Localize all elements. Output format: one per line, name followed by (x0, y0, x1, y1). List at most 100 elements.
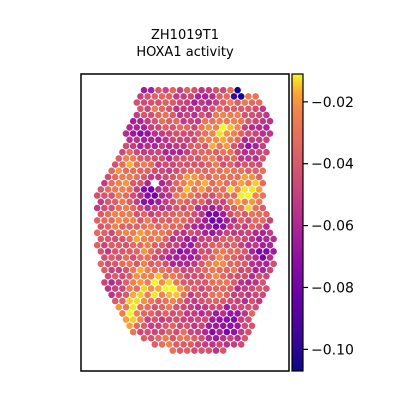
tissue-spot (238, 205, 245, 212)
tissue-spot (227, 87, 234, 94)
tissue-spot (256, 285, 263, 292)
tissue-spot (263, 223, 270, 230)
tissue-spot (112, 186, 119, 193)
tissue-spot (260, 205, 267, 212)
tissue-spot (195, 292, 202, 299)
tissue-spot (162, 236, 169, 243)
tissue-spot (202, 143, 209, 150)
tissue-spot (144, 205, 151, 212)
tissue-spot (159, 106, 166, 113)
tissue-spot (184, 248, 191, 255)
tissue-spot (184, 124, 191, 131)
tissue-spot (209, 292, 216, 299)
tissue-spot (256, 211, 263, 218)
tissue-spot (231, 279, 238, 286)
tissue-spot (126, 285, 133, 292)
tissue-spot (242, 261, 249, 268)
tissue-spot (155, 211, 162, 218)
tissue-spot (216, 180, 223, 187)
tissue-spot (224, 230, 231, 237)
tissue-spot (177, 161, 184, 168)
tissue-spot (166, 329, 173, 336)
tissue-spot (242, 199, 249, 206)
tissue-spot (188, 155, 195, 162)
tissue-spot (144, 242, 151, 249)
tissue-spot (173, 155, 180, 162)
tissue-spot (134, 261, 141, 268)
tissue-spot (242, 137, 249, 144)
tissue-spot (112, 248, 119, 255)
tissue-spot (148, 137, 155, 144)
tissue-spot (144, 180, 151, 187)
tissue-spot (227, 186, 234, 193)
tissue-spot (148, 223, 155, 230)
tissue-spot (191, 112, 198, 119)
tissue-spot (177, 223, 184, 230)
tissue-spot (220, 186, 227, 193)
tissue-spot (148, 236, 155, 243)
tissue-spot (173, 329, 180, 336)
tissue-spot (134, 323, 141, 330)
tissue-spot (170, 137, 177, 144)
tissue-spot (159, 155, 166, 162)
tissue-spot (209, 230, 216, 237)
tissue-spot (256, 273, 263, 280)
tissue-spot (234, 273, 241, 280)
tissue-spot (108, 292, 115, 299)
tissue-spot (220, 285, 227, 292)
tissue-spot (162, 124, 169, 131)
tissue-spot (141, 298, 148, 305)
tissue-spot (155, 174, 162, 181)
tissue-spot (224, 279, 231, 286)
tissue-spot (152, 143, 159, 150)
tissue-spot (198, 273, 205, 280)
tissue-spot (231, 254, 238, 261)
tissue-spot (260, 292, 267, 299)
tissue-spot (105, 285, 112, 292)
tissue-spot (134, 310, 141, 317)
tissue-spot (148, 335, 155, 342)
tissue-spot (206, 137, 213, 144)
tissue-spot (206, 298, 213, 305)
tissue-spot (231, 217, 238, 224)
tissue-spot (242, 161, 249, 168)
tissue-spot (256, 186, 263, 193)
tissue-spot (162, 335, 169, 342)
tissue-spot (249, 248, 256, 255)
tissue-spot (159, 143, 166, 150)
tissue-spot (198, 124, 205, 131)
tissue-spot (180, 155, 187, 162)
tissue-spot (231, 316, 238, 323)
tissue-spot (144, 118, 151, 125)
tissue-spot (152, 168, 159, 175)
tissue-spot (144, 230, 151, 237)
tissue-spot (162, 99, 169, 106)
tissue-spot (180, 316, 187, 323)
tissue-spot (227, 137, 234, 144)
tissue-spot (213, 285, 220, 292)
tissue-spot (191, 298, 198, 305)
tissue-spot (188, 279, 195, 286)
tissue-spot (188, 106, 195, 113)
tissue-spot (130, 168, 137, 175)
tissue-spot (170, 199, 177, 206)
tissue-spot (101, 205, 108, 212)
tissue-spot (260, 242, 267, 249)
tissue-spot (144, 217, 151, 224)
tissue-spot (105, 236, 112, 243)
tissue-spot (126, 236, 133, 243)
tissue-spot (209, 93, 216, 100)
tissue-spot (263, 285, 270, 292)
tissue-spot (213, 347, 220, 354)
tissue-spot (159, 304, 166, 311)
tissue-spot (206, 273, 213, 280)
tissue-spot (224, 130, 231, 137)
tissue-spot (152, 304, 159, 311)
tissue-spot (267, 118, 274, 125)
tissue-spot (220, 310, 227, 317)
tissue-spot (252, 205, 259, 212)
tissue-spot (116, 242, 123, 249)
tissue-spot (191, 149, 198, 156)
tissue-spot (202, 168, 209, 175)
tissue-spot (227, 323, 234, 330)
